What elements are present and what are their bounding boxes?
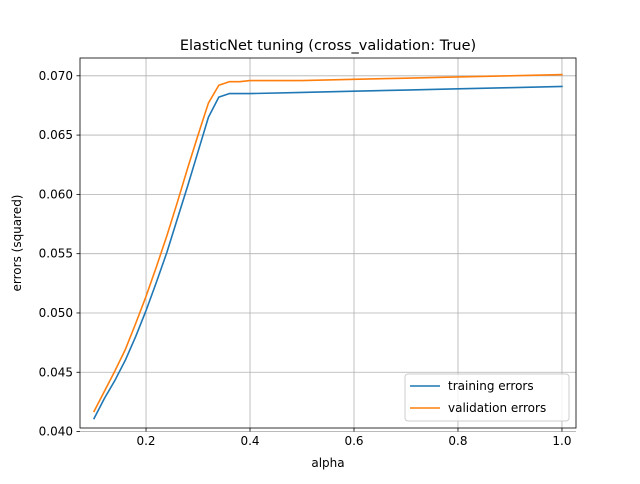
legend: training errors validation errors	[404, 373, 570, 422]
series-line-validation	[92, 73, 563, 413]
x-axis-label: alpha	[311, 456, 344, 470]
y-tick-label: 0.065	[39, 128, 73, 142]
y-tick-label: 0.040	[39, 425, 73, 439]
series-line-training	[92, 85, 563, 420]
legend-box	[404, 373, 570, 422]
y-tick-label: 0.045	[39, 365, 73, 379]
x-tick-label: 0.2	[136, 434, 155, 448]
x-tick-label: 0.6	[344, 434, 363, 448]
x-tick-label: 0.8	[448, 434, 467, 448]
legend-label-training: training errors	[448, 379, 534, 393]
grid	[80, 58, 576, 432]
series-lines	[92, 73, 563, 420]
legend-label-validation: validation errors	[448, 401, 546, 415]
y-tick-label: 0.070	[39, 69, 73, 83]
chart-title: ElasticNet tuning (cross_validation: Tru…	[180, 38, 476, 54]
x-tick-label: 1.0	[552, 434, 571, 448]
y-tick-label: 0.060	[39, 187, 73, 201]
y-axis-ticks: 0.040 0.045 0.050 0.055 0.060 0.065 0.070	[39, 69, 80, 439]
x-tick-label: 0.4	[240, 434, 259, 448]
y-tick-label: 0.055	[39, 247, 73, 261]
y-axis-label: errors (squared)	[10, 195, 24, 292]
plot-frame	[79, 57, 577, 429]
y-tick-label: 0.050	[39, 306, 73, 320]
x-axis-ticks: 0.2 0.4 0.6 0.8 1.0	[136, 428, 572, 448]
